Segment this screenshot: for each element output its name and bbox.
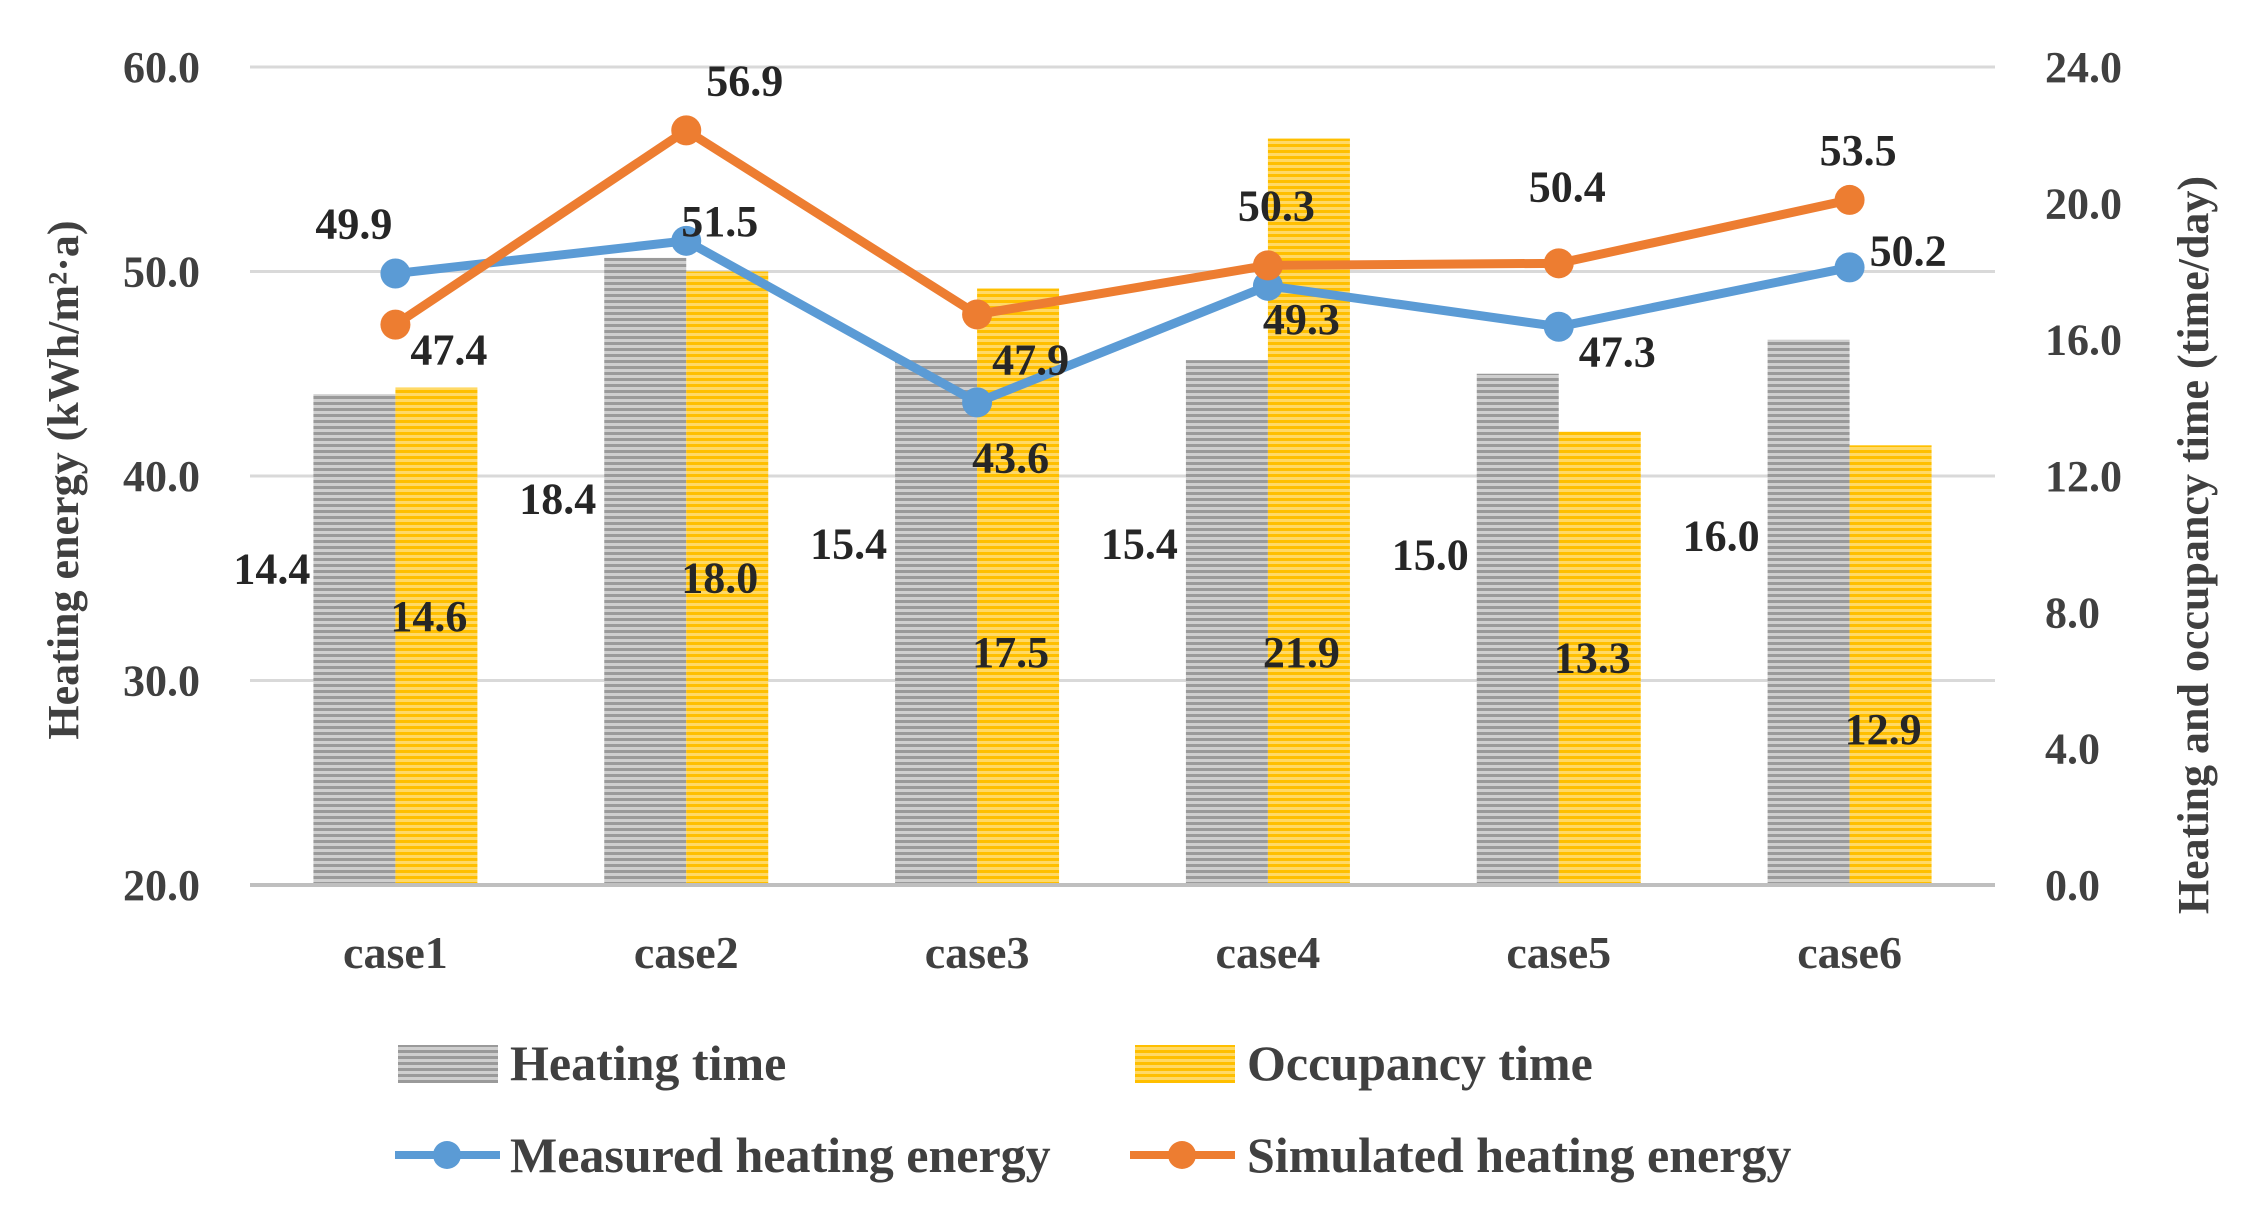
bar-heating-time <box>313 394 396 885</box>
data-label-heating-time: 16.0 <box>1683 511 1760 560</box>
data-label-heating-time: 14.4 <box>233 545 310 594</box>
y-tick-label-right: 4.0 <box>2045 725 2100 774</box>
legend-label-occupancy-time: Occupancy time <box>1247 1035 1593 1091</box>
data-label-heating-time: 15.4 <box>810 520 887 569</box>
bar-heating-time <box>1185 360 1268 885</box>
bar-heating-time <box>604 257 687 885</box>
bar-heating-time <box>1476 373 1559 885</box>
y-tick-label-left: 60.0 <box>123 43 200 92</box>
y-tick-label-left: 20.0 <box>123 861 200 910</box>
marker-measured <box>671 225 702 256</box>
data-label-heating-time: 18.4 <box>519 474 596 523</box>
data-label-occupancy-time: 18.0 <box>681 553 758 602</box>
marker-simulated <box>1252 250 1283 281</box>
bar-occupancy-time <box>1558 431 1641 885</box>
data-label-occupancy-time: 21.9 <box>1263 628 1340 677</box>
data-label-measured: 50.2 <box>1870 226 1947 275</box>
bars <box>313 138 1932 886</box>
legend-label-heating-time: Heating time <box>510 1035 786 1091</box>
bar-heating-time <box>895 360 978 885</box>
y-tick-label-right: 0.0 <box>2045 861 2100 910</box>
legend-label-measured: Measured heating energy <box>510 1127 1051 1183</box>
x-tick-label: case6 <box>1797 927 1902 978</box>
data-label-heating-time: 15.4 <box>1101 520 1178 569</box>
data-label-simulated: 50.4 <box>1529 162 1606 211</box>
legend-label-simulated: Simulated heating energy <box>1247 1127 1791 1183</box>
gridlines <box>250 65 1995 682</box>
data-label-heating-time: 15.0 <box>1392 530 1469 579</box>
y-tick-label-left: 50.0 <box>123 248 200 297</box>
marker-simulated <box>1543 248 1574 279</box>
data-label-occupancy-time: 13.3 <box>1554 633 1631 682</box>
y-tick-label-right: 20.0 <box>2045 179 2122 228</box>
data-label-simulated: 50.3 <box>1238 181 1315 230</box>
data-label-simulated: 56.9 <box>706 56 783 105</box>
y-axis-title-left: Heating energy (kWh/m²·a) <box>39 220 88 739</box>
data-label-measured: 43.6 <box>972 433 1049 482</box>
x-tick-label: case2 <box>634 927 739 978</box>
lines <box>380 115 1865 418</box>
data-label-measured: 51.5 <box>681 197 758 246</box>
data-label-simulated: 47.9 <box>992 335 1069 384</box>
data-label-occupancy-time: 12.9 <box>1845 705 1922 754</box>
data-label-simulated: 53.5 <box>1820 126 1897 175</box>
y-tick-label-left: 40.0 <box>123 452 200 501</box>
bar-occupancy-time <box>686 271 769 885</box>
legend-swatch-measured-marker <box>433 1141 461 1169</box>
x-tick-label: case4 <box>1216 927 1321 978</box>
line-measured-heating-energy <box>394 236 1851 407</box>
marker-simulated <box>671 115 702 146</box>
data-label-measured: 49.9 <box>315 200 392 249</box>
legend: Heating time Occupancy time Measured hea… <box>395 1035 1791 1183</box>
bar-occupancy-time <box>1267 138 1350 885</box>
legend-swatch-simulated-marker <box>1168 1141 1196 1169</box>
marker-measured <box>1834 252 1865 283</box>
y-axis-title-right: Heating and occupancy time (time/day) <box>2169 176 2218 914</box>
axes: 20.0 30.0 40.0 50.0 60.0 0.0 4.0 8.0 12.0 16.0 20.… <box>123 43 2122 978</box>
x-tick-label: case1 <box>343 927 448 978</box>
bar-occupancy-time <box>1849 445 1932 885</box>
data-label-measured: 49.3 <box>1263 295 1340 344</box>
y-tick-label-right: 16.0 <box>2045 316 2122 365</box>
data-labels: 14.4 18.4 15.4 15.4 15.0 16.0 14.6 18.0 17.5 21.9… <box>233 56 1946 754</box>
x-tick-label: case5 <box>1506 927 1611 978</box>
bar-occupancy-time <box>395 387 478 885</box>
line-simulated-heating-energy <box>392 125 1851 329</box>
data-label-occupancy-time: 14.6 <box>390 592 467 641</box>
marker-measured <box>1543 311 1574 342</box>
y-tick-label-left: 30.0 <box>123 657 200 706</box>
y-tick-label-right: 24.0 <box>2045 43 2122 92</box>
marker-simulated <box>380 309 411 340</box>
bar-heating-time <box>1767 339 1850 886</box>
data-label-simulated: 47.4 <box>410 326 487 375</box>
legend-swatch-heating-time <box>398 1045 498 1083</box>
marker-simulated <box>1834 184 1865 215</box>
data-label-occupancy-time: 17.5 <box>972 628 1049 677</box>
marker-measured <box>962 387 993 418</box>
legend-swatch-occupancy-time <box>1135 1045 1235 1083</box>
y-tick-label-right: 12.0 <box>2045 452 2122 501</box>
x-tick-label: case3 <box>925 927 1030 978</box>
data-label-measured: 47.3 <box>1579 328 1656 377</box>
y-tick-label-right: 8.0 <box>2045 588 2100 637</box>
marker-simulated <box>962 299 993 330</box>
marker-measured <box>380 258 411 289</box>
